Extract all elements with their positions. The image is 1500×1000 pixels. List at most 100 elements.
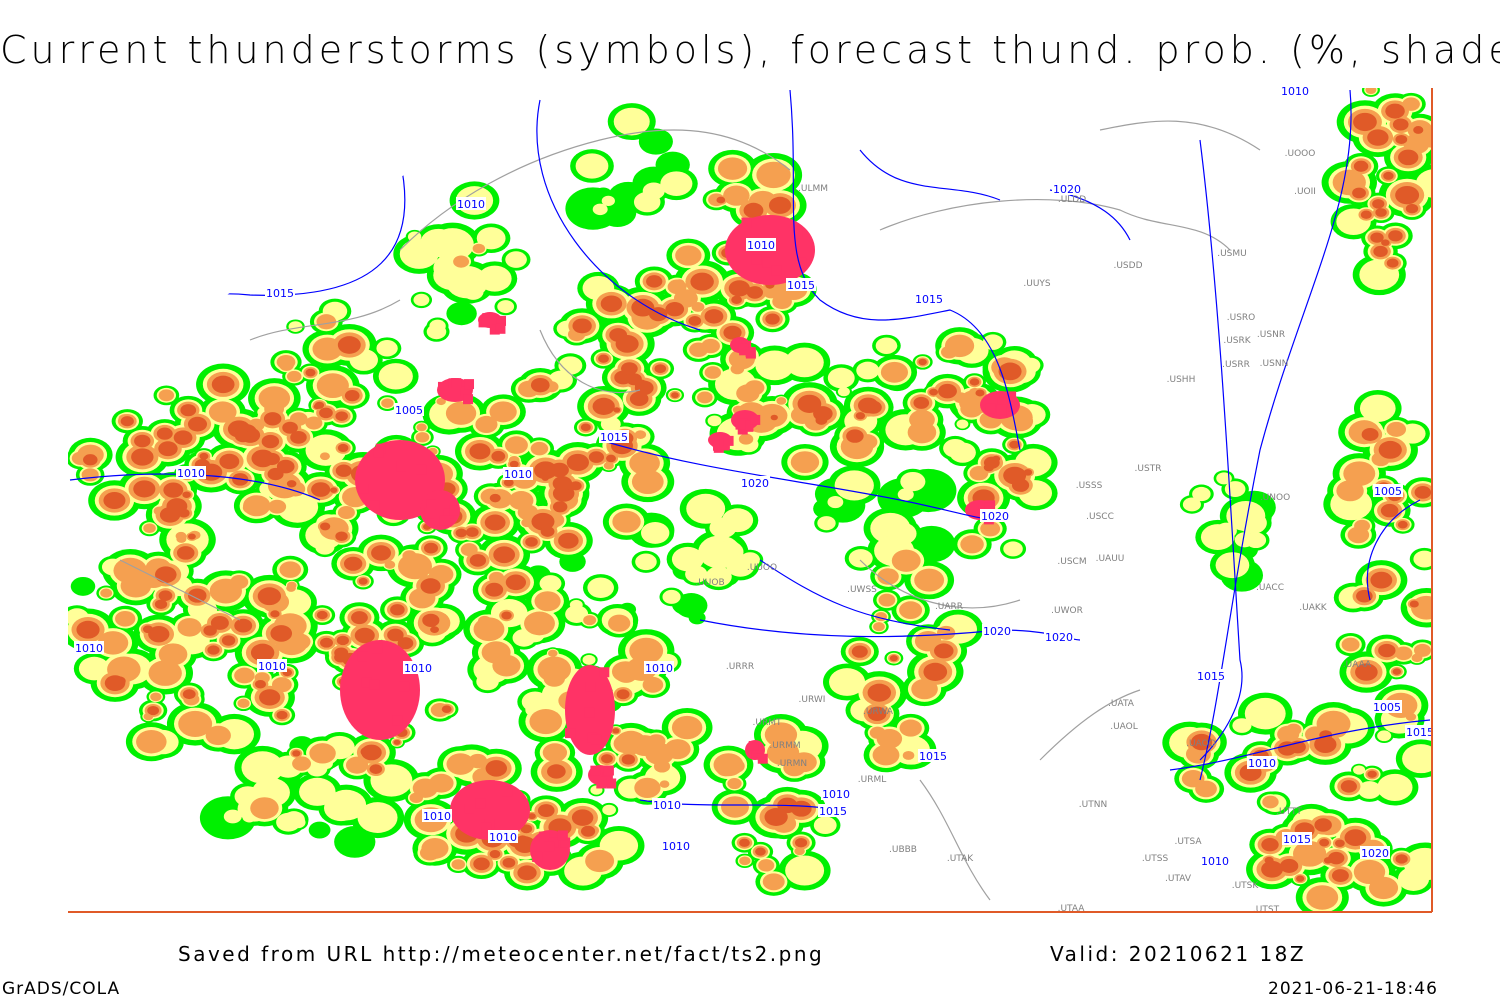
prob-cell bbox=[143, 523, 156, 534]
prob-cell bbox=[533, 461, 558, 480]
prob-cell bbox=[1285, 723, 1302, 736]
prob-cell bbox=[335, 531, 348, 541]
prob-cell bbox=[316, 610, 328, 620]
prob-cell bbox=[1234, 532, 1255, 548]
prob-cell bbox=[885, 341, 898, 351]
prob-cell bbox=[158, 389, 175, 402]
prob-cell bbox=[582, 654, 596, 665]
isobar-label: 1020 bbox=[1045, 631, 1073, 644]
isobar-line bbox=[1169, 719, 1431, 771]
coastline bbox=[879, 199, 1231, 251]
prob-cell bbox=[755, 847, 766, 856]
station-label: .UUOO bbox=[747, 563, 777, 573]
prob-cell bbox=[675, 245, 702, 266]
prob-cell bbox=[1388, 230, 1403, 242]
prob-cell bbox=[743, 202, 764, 219]
prob-cell bbox=[704, 366, 722, 379]
prob-cell bbox=[537, 804, 555, 817]
prob-cell bbox=[319, 452, 330, 461]
prob-cell bbox=[409, 792, 423, 803]
prob-cell bbox=[254, 680, 266, 689]
isobar-label: 1015 bbox=[1406, 726, 1434, 739]
prob-cell bbox=[902, 750, 915, 760]
station-label: .USNR bbox=[1257, 330, 1285, 340]
prob-cell bbox=[505, 574, 527, 591]
prob-cell bbox=[878, 593, 896, 607]
prob-cell bbox=[420, 228, 457, 258]
prob-cell bbox=[1369, 876, 1399, 900]
prob-layer-3 bbox=[76, 103, 1432, 883]
prob-cell bbox=[646, 275, 663, 288]
station-label: .UWOR bbox=[1051, 606, 1083, 616]
prob-cell bbox=[446, 301, 477, 326]
prob-cell bbox=[867, 683, 892, 702]
prob-cell bbox=[287, 581, 297, 589]
prob-cell bbox=[717, 157, 748, 180]
prob-cell bbox=[416, 423, 427, 432]
prob-cell bbox=[314, 401, 325, 409]
prob-cell bbox=[929, 388, 939, 396]
prob-cell bbox=[1367, 129, 1389, 146]
prob-cell bbox=[1314, 818, 1332, 832]
prob-cell bbox=[856, 361, 880, 380]
prob-cell bbox=[655, 151, 690, 178]
prob-cell bbox=[634, 380, 654, 396]
thunderstorm-cluster bbox=[355, 440, 445, 520]
prob-cell bbox=[635, 553, 657, 571]
prob-cell bbox=[813, 816, 837, 835]
prob-cell bbox=[558, 532, 579, 549]
prob-cell bbox=[251, 449, 275, 468]
prob-cell bbox=[1377, 773, 1413, 801]
thunderstorm-cluster bbox=[437, 378, 475, 405]
prob-cell bbox=[343, 556, 363, 571]
thunderstorm-cluster bbox=[980, 391, 1020, 419]
prob-cell bbox=[234, 667, 255, 684]
prob-cell bbox=[505, 436, 528, 454]
station-label: .USRO bbox=[1227, 313, 1256, 323]
prob-cell bbox=[827, 496, 844, 509]
prob-cell bbox=[701, 338, 720, 354]
prob-cell bbox=[956, 419, 969, 429]
prob-cell bbox=[721, 796, 749, 818]
prob-cell bbox=[142, 625, 154, 634]
isobar-label: 1010 bbox=[489, 831, 517, 844]
prob-cell bbox=[1226, 501, 1266, 532]
probability-shading bbox=[68, 88, 1432, 912]
station-label: .UTSA bbox=[1175, 837, 1203, 847]
prob-cell bbox=[762, 873, 785, 891]
prob-cell bbox=[525, 537, 538, 547]
thunderstorm-cluster bbox=[478, 312, 507, 335]
prob-cell bbox=[158, 441, 178, 457]
prob-cell bbox=[575, 153, 609, 179]
prob-cell bbox=[1414, 486, 1432, 499]
thunderstorm-cluster bbox=[565, 665, 615, 755]
station-label: .ULMM bbox=[798, 184, 828, 194]
prob-cell bbox=[1353, 112, 1377, 132]
isobar-label: 1020 bbox=[983, 625, 1011, 638]
prob-cell bbox=[1215, 552, 1250, 579]
isobar-label: 1015 bbox=[266, 287, 294, 300]
prob-cell bbox=[120, 416, 134, 427]
prob-cell bbox=[992, 455, 1001, 462]
prob-cell bbox=[292, 750, 301, 757]
prob-cell bbox=[1383, 171, 1394, 180]
coastline bbox=[859, 559, 1021, 609]
isobar-label: 1010 bbox=[258, 660, 286, 673]
prob-cell bbox=[316, 314, 337, 330]
station-label: .UAOL bbox=[1110, 722, 1138, 732]
prob-cell bbox=[645, 742, 674, 765]
station-label: .UUOB bbox=[695, 578, 724, 588]
prob-cell bbox=[1395, 854, 1408, 864]
station-label: .UAKK bbox=[1299, 603, 1328, 613]
prob-cell bbox=[1370, 571, 1393, 589]
prob-cell bbox=[744, 380, 765, 396]
station-label: .URWI bbox=[799, 695, 826, 705]
isobar-label: 1010 bbox=[662, 840, 690, 853]
prob-cell bbox=[727, 778, 742, 790]
prob-cell bbox=[876, 728, 903, 749]
prob-cell bbox=[612, 728, 620, 734]
prob-cell bbox=[177, 618, 202, 637]
prob-cell bbox=[728, 280, 750, 297]
prob-cell bbox=[393, 739, 401, 745]
station-label: .UTAA bbox=[1058, 904, 1086, 914]
